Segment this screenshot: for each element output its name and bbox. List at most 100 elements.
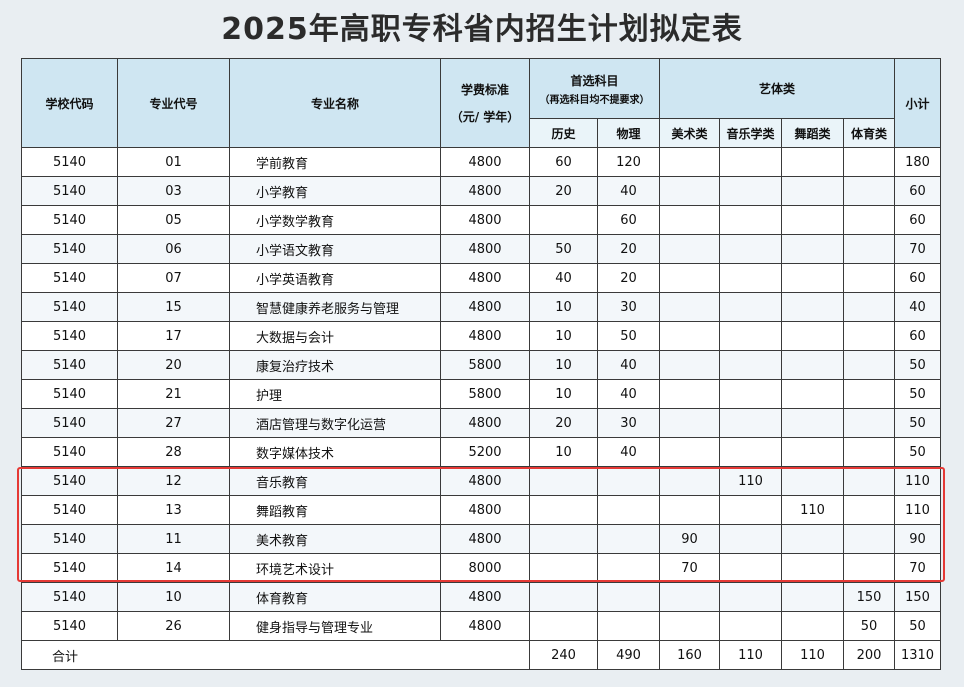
tuition-cell: 4800 [440,205,530,235]
school-code-cell: 5140 [21,379,118,409]
music-cell [719,176,782,206]
header-major-name: 专业名称 [229,58,441,148]
totals-music: 110 [719,640,782,670]
table-body: 5140 01 学前教育 4800 60 120 180 5140 03 小学教育 4800 20 40… [21,147,942,670]
fine-arts-cell [659,292,720,322]
sports-cell [842,176,896,206]
dance-cell [781,582,844,612]
totals-history: 240 [529,640,598,670]
music-cell [719,437,782,467]
physics-cell [597,524,660,554]
physics-cell [597,466,660,496]
major-code-cell: 12 [117,466,230,496]
header-first-subject-label: 首选科目 [570,73,619,88]
totals-row: 合计 240 490 160 110 110 200 1310 [21,640,942,670]
school-code-cell: 5140 [21,495,118,525]
major-code-cell: 05 [117,205,230,235]
fine-arts-cell [659,205,720,235]
table-row: 5140 05 小学数学教育 4800 60 60 [21,205,942,235]
sports-cell [842,147,896,177]
history-cell: 10 [529,292,598,322]
header-tuition-label: 学费标准 [460,83,509,97]
header-tuition-unit: （元/ 学年） [450,110,520,124]
dance-cell: 110 [781,495,844,525]
school-code-cell: 5140 [21,582,118,612]
tuition-cell: 8000 [440,553,530,583]
totals-label: 合计 [21,640,530,670]
table-row: 5140 10 体育教育 4800 150 150 [21,582,942,612]
fine-arts-cell [659,611,720,641]
history-cell [529,524,598,554]
history-cell: 10 [529,321,598,351]
table-row: 5140 03 小学教育 4800 20 40 60 [21,176,942,206]
major-name-cell: 小学教育 [229,176,441,206]
subtotal-cell: 50 [894,408,942,438]
music-cell [719,495,782,525]
sports-cell [842,553,896,583]
physics-cell [597,582,660,612]
sports-cell [842,408,896,438]
header-physics: 物理 [597,118,660,148]
fine-arts-cell [659,466,720,496]
physics-cell: 40 [597,379,660,409]
major-code-cell: 10 [117,582,230,612]
school-code-cell: 5140 [21,524,118,554]
subtotal-cell: 60 [894,321,942,351]
subtotal-cell: 150 [894,582,942,612]
header-fine-arts: 美术类 [659,118,720,148]
tuition-cell: 4800 [440,495,530,525]
sports-cell [842,321,896,351]
fine-arts-cell [659,350,720,380]
header-history: 历史 [529,118,598,148]
fine-arts-cell [659,234,720,264]
header-subtotal: 小计 [894,58,942,148]
physics-cell: 40 [597,350,660,380]
header-music: 音乐学类 [719,118,782,148]
dance-cell [781,263,844,293]
tuition-cell: 4800 [440,582,530,612]
subtotal-cell: 50 [894,611,942,641]
music-cell [719,553,782,583]
physics-cell [597,611,660,641]
sports-cell [842,205,896,235]
fine-arts-cell [659,379,720,409]
table-row: 5140 11 美术教育 4800 90 90 [21,524,942,554]
major-name-cell: 大数据与会计 [229,321,441,351]
history-cell [529,205,598,235]
school-code-cell: 5140 [21,263,118,293]
subtotal-cell: 50 [894,350,942,380]
page-title: 2025年高职专科省内招生计划拟定表 [221,12,743,47]
subtotal-cell: 70 [894,234,942,264]
music-cell [719,321,782,351]
major-name-cell: 学前教育 [229,147,441,177]
music-cell [719,379,782,409]
header-sports: 体育类 [842,118,896,148]
physics-cell: 40 [597,437,660,467]
music-cell [719,147,782,177]
subtotal-cell: 40 [894,292,942,322]
tuition-cell: 4800 [440,176,530,206]
sports-cell [842,379,896,409]
table-row: 5140 06 小学语文教育 4800 50 20 70 [21,234,942,264]
dance-cell [781,147,844,177]
header-dance: 舞蹈类 [781,118,844,148]
major-code-cell: 21 [117,379,230,409]
table-header: 学校代码 专业代号 专业名称 学费标准 （元/ 学年） 首选科目 （再选科目均不… [21,58,942,148]
physics-cell: 120 [597,147,660,177]
history-cell: 50 [529,234,598,264]
major-code-cell: 13 [117,495,230,525]
history-cell: 20 [529,176,598,206]
subtotal-cell: 70 [894,553,942,583]
school-code-cell: 5140 [21,234,118,264]
fine-arts-cell [659,263,720,293]
table-row: 5140 01 学前教育 4800 60 120 180 [21,147,942,177]
school-code-cell: 5140 [21,176,118,206]
history-cell: 10 [529,437,598,467]
physics-cell: 40 [597,176,660,206]
dance-cell [781,379,844,409]
dance-cell [781,350,844,380]
dance-cell [781,553,844,583]
tuition-cell: 4800 [440,292,530,322]
school-code-cell: 5140 [21,350,118,380]
subtotal-cell: 110 [894,495,942,525]
